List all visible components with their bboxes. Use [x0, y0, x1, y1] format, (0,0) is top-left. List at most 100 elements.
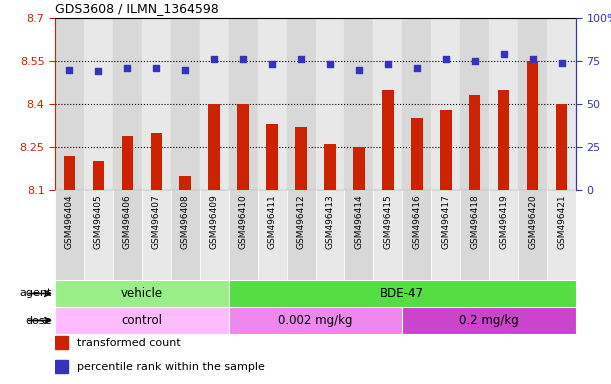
Bar	[93, 161, 104, 190]
Text: control: control	[122, 314, 163, 327]
Bar	[315, 18, 345, 190]
Bar	[547, 190, 576, 280]
Bar	[113, 18, 142, 190]
Bar	[55, 360, 67, 373]
Bar	[55, 280, 229, 307]
Point	[65, 66, 75, 73]
Bar	[373, 190, 402, 280]
Bar	[556, 104, 568, 190]
Bar	[266, 124, 278, 190]
Bar	[469, 95, 480, 190]
Point	[152, 65, 161, 71]
Bar	[55, 190, 84, 280]
Point	[267, 61, 277, 68]
Point	[499, 51, 508, 57]
Point	[412, 65, 422, 71]
Text: GSM496409: GSM496409	[210, 195, 219, 249]
Text: 0.2 mg/kg: 0.2 mg/kg	[459, 314, 519, 327]
Bar	[142, 190, 171, 280]
Bar	[373, 18, 402, 190]
Text: GSM496417: GSM496417	[441, 195, 450, 249]
Bar	[402, 18, 431, 190]
Bar	[200, 190, 229, 280]
Bar	[200, 18, 229, 190]
Bar	[55, 18, 84, 190]
Text: agent: agent	[20, 288, 52, 298]
Text: GSM496410: GSM496410	[239, 195, 247, 249]
Bar	[55, 307, 229, 334]
Bar	[498, 90, 510, 190]
Bar	[315, 190, 345, 280]
Text: GSM496404: GSM496404	[65, 195, 74, 249]
Bar	[150, 132, 162, 190]
Text: 0.002 mg/kg: 0.002 mg/kg	[278, 314, 353, 327]
Bar	[353, 147, 365, 190]
Point	[122, 65, 132, 71]
Bar	[229, 190, 258, 280]
Text: dose: dose	[26, 316, 52, 326]
Text: GDS3608 / ILMN_1364598: GDS3608 / ILMN_1364598	[55, 2, 219, 15]
Bar	[229, 307, 402, 334]
Bar	[171, 190, 200, 280]
Bar	[527, 61, 538, 190]
Bar	[489, 18, 518, 190]
Point	[557, 60, 566, 66]
Bar	[84, 18, 113, 190]
Text: GSM496415: GSM496415	[383, 195, 392, 249]
Bar	[402, 307, 576, 334]
Point	[325, 61, 335, 68]
Point	[383, 61, 393, 68]
Bar	[237, 104, 249, 190]
Bar	[229, 280, 576, 307]
Point	[441, 56, 451, 62]
Text: vehicle: vehicle	[121, 287, 163, 300]
Text: BDE-47: BDE-47	[380, 287, 424, 300]
Bar	[518, 190, 547, 280]
Text: GSM496414: GSM496414	[354, 195, 364, 249]
Text: GSM496406: GSM496406	[123, 195, 132, 249]
Bar	[431, 18, 460, 190]
Point	[470, 58, 480, 64]
Point	[296, 56, 306, 62]
Bar	[345, 18, 373, 190]
Bar	[258, 190, 287, 280]
Bar	[324, 144, 336, 190]
Bar	[208, 104, 220, 190]
Text: GSM496419: GSM496419	[499, 195, 508, 249]
Bar	[84, 190, 113, 280]
Bar	[171, 18, 200, 190]
Point	[210, 56, 219, 62]
Bar	[460, 18, 489, 190]
Point	[528, 56, 538, 62]
Text: GSM496411: GSM496411	[268, 195, 277, 249]
Text: GSM496407: GSM496407	[152, 195, 161, 249]
Bar	[382, 90, 393, 190]
Bar	[431, 190, 460, 280]
Text: GSM496420: GSM496420	[528, 195, 537, 249]
Point	[93, 68, 103, 74]
Bar	[258, 18, 287, 190]
Bar	[142, 18, 171, 190]
Text: GSM496412: GSM496412	[296, 195, 306, 249]
Bar	[287, 18, 315, 190]
Bar	[64, 156, 75, 190]
Text: GSM496416: GSM496416	[412, 195, 422, 249]
Bar	[122, 136, 133, 190]
Bar	[180, 175, 191, 190]
Bar	[460, 190, 489, 280]
Point	[354, 66, 364, 73]
Bar	[55, 336, 67, 349]
Bar	[402, 190, 431, 280]
Bar	[440, 110, 452, 190]
Text: GSM496418: GSM496418	[470, 195, 479, 249]
Bar	[229, 18, 258, 190]
Text: transformed count: transformed count	[77, 338, 181, 348]
Text: GSM496405: GSM496405	[94, 195, 103, 249]
Bar	[411, 118, 423, 190]
Point	[238, 56, 248, 62]
Bar	[345, 190, 373, 280]
Text: GSM496413: GSM496413	[326, 195, 334, 249]
Text: GSM496421: GSM496421	[557, 195, 566, 249]
Bar	[113, 190, 142, 280]
Text: percentile rank within the sample: percentile rank within the sample	[77, 362, 265, 372]
